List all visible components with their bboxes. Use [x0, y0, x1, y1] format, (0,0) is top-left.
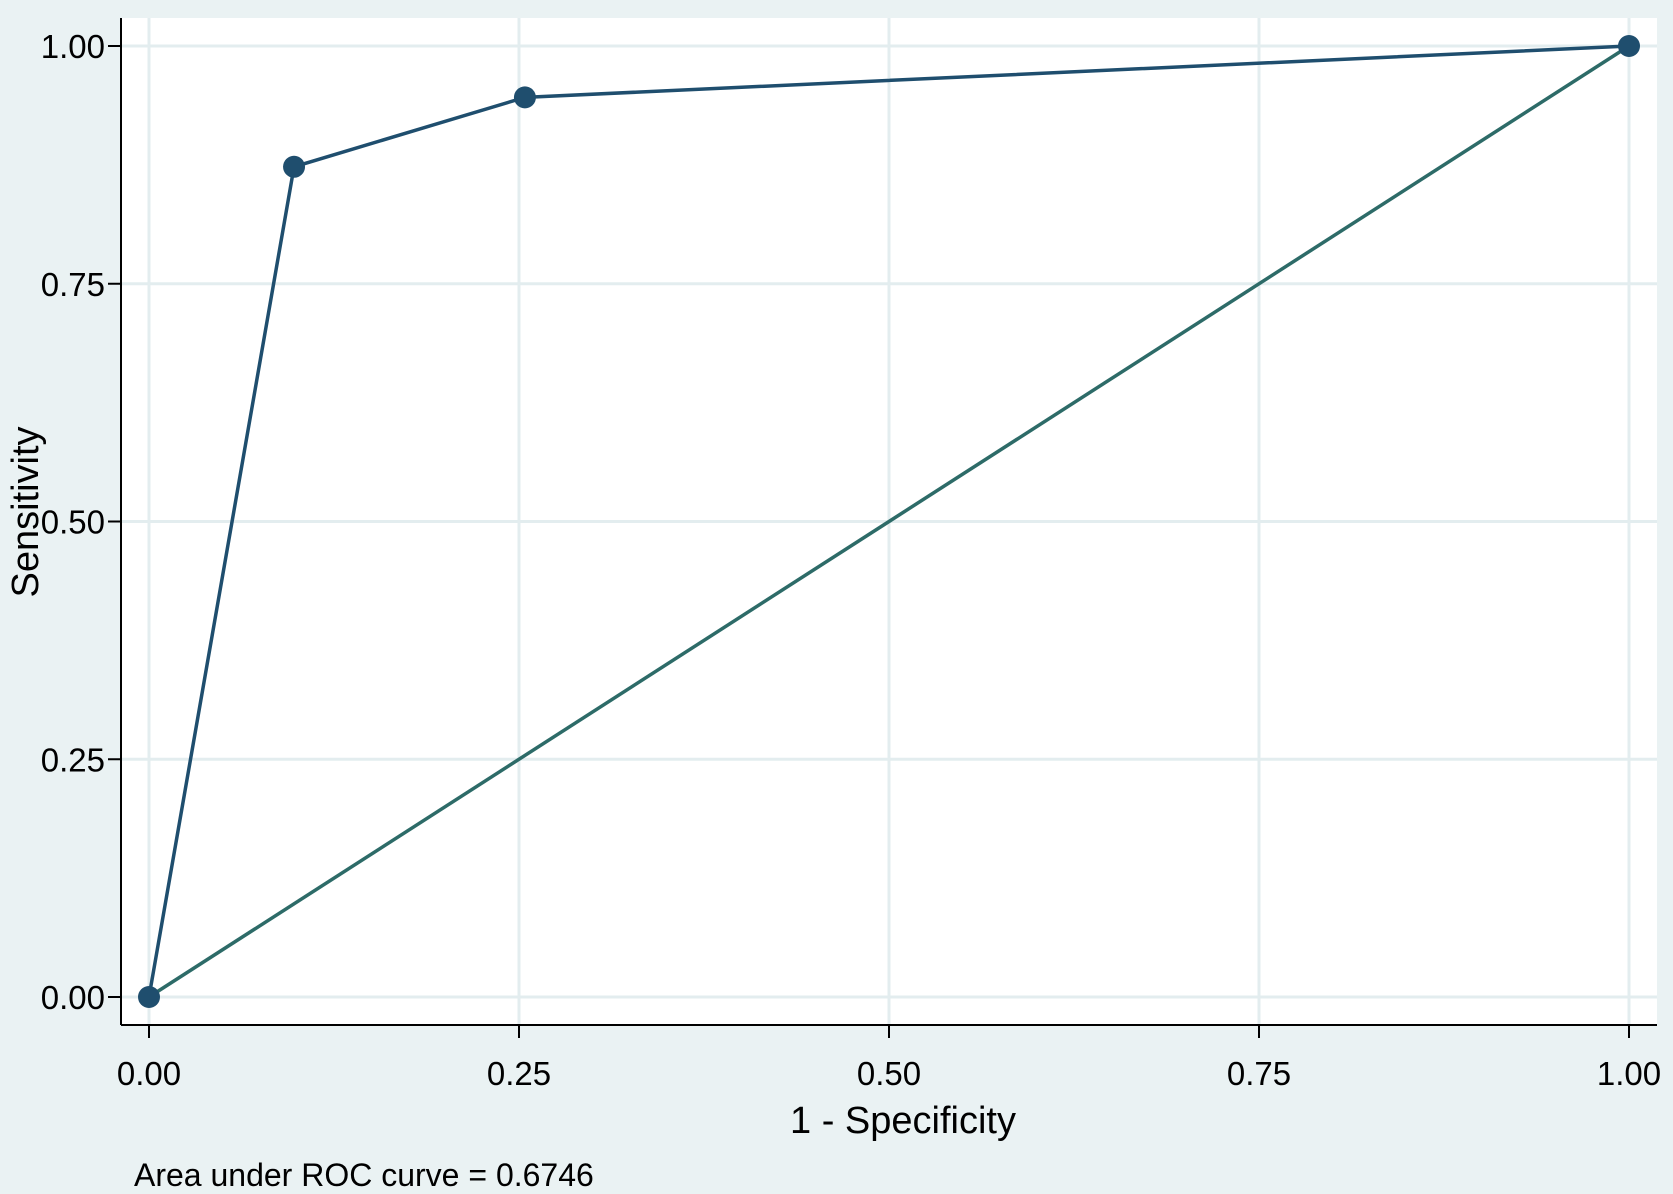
- x-tick-label: 1.00: [1597, 1055, 1661, 1092]
- roc-curve-line: [147, 44, 1630, 998]
- y-tick-label: 0.25: [41, 741, 105, 778]
- roc-point: [283, 155, 306, 178]
- y-tick-label: 1.00: [41, 28, 105, 65]
- roc-point: [1618, 35, 1640, 57]
- y-tick-label: 0.75: [41, 266, 105, 303]
- roc-point: [513, 86, 536, 109]
- axes: 0.00 0.25 0.50 0.75 1.00 0.00 0.25 0.50 0.75 1.00: [41, 18, 1661, 1092]
- auc-annotation: Area under ROC curve = 0.6746: [134, 1157, 594, 1193]
- x-tick-label: 0.00: [117, 1055, 181, 1092]
- x-tick-label: 0.75: [1227, 1055, 1291, 1092]
- y-axis-title: Sensitivity: [5, 426, 47, 597]
- roc-point: [138, 986, 160, 1008]
- x-tick-label: 0.25: [487, 1055, 551, 1092]
- series: [138, 35, 1640, 1008]
- x-axis-title: 1 - Specificity: [790, 1100, 1016, 1142]
- y-tick-label: 0.00: [41, 979, 105, 1016]
- y-tick-label: 0.50: [41, 504, 105, 541]
- x-tick-label: 0.50: [857, 1055, 921, 1092]
- reference-line: [148, 44, 1630, 999]
